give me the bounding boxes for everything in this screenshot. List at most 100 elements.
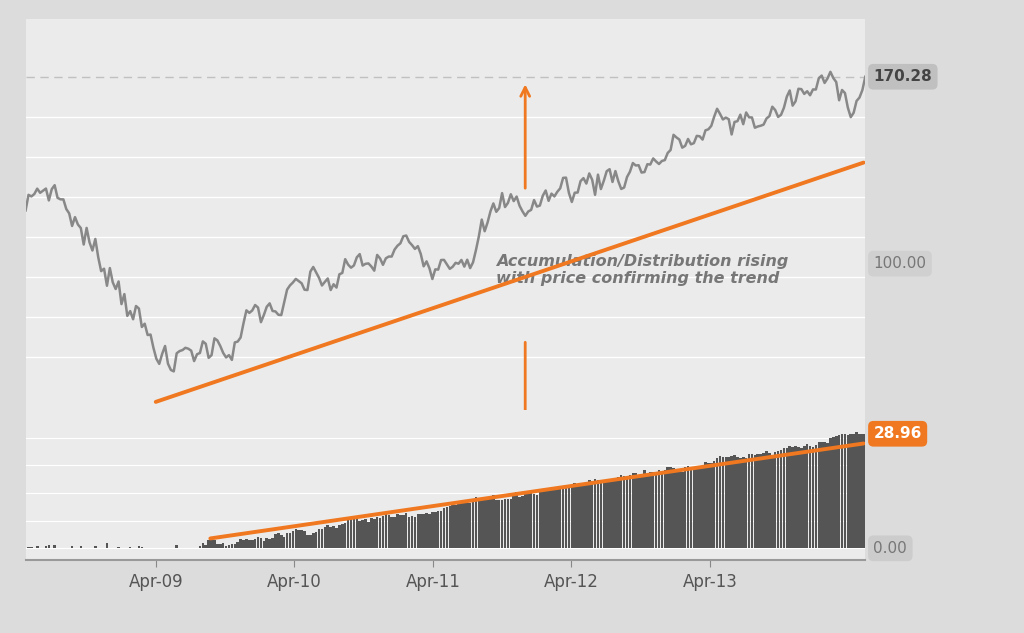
Bar	[585, 482, 588, 548]
Bar	[536, 494, 539, 548]
Bar	[779, 450, 782, 548]
Bar	[629, 475, 631, 548]
Bar	[556, 487, 558, 548]
Bar	[341, 524, 344, 548]
Bar	[611, 479, 613, 548]
Bar	[300, 530, 303, 548]
Bar	[829, 438, 831, 548]
Bar	[175, 545, 178, 548]
Bar	[692, 468, 695, 548]
Bar	[580, 483, 582, 548]
Bar	[515, 492, 518, 548]
Bar	[751, 453, 754, 548]
Bar	[420, 514, 422, 548]
Bar	[483, 499, 486, 548]
Bar	[335, 528, 338, 548]
Bar	[278, 534, 280, 548]
Bar	[795, 446, 797, 548]
Bar	[710, 463, 713, 548]
Bar	[368, 522, 370, 548]
Bar	[312, 533, 314, 548]
Bar	[327, 525, 329, 548]
Bar	[744, 458, 748, 548]
Bar	[812, 447, 814, 548]
Bar	[768, 453, 771, 548]
Bar	[477, 499, 480, 548]
Bar	[402, 515, 404, 548]
Bar	[504, 499, 506, 548]
Bar	[605, 480, 608, 548]
Bar	[757, 454, 759, 548]
Bar	[240, 539, 242, 548]
Bar	[324, 527, 326, 548]
Bar	[600, 480, 602, 548]
Bar	[660, 472, 664, 548]
Bar	[393, 517, 396, 548]
Bar	[280, 535, 283, 548]
Bar	[317, 529, 321, 548]
Text: Accumulation/Distribution rising
with price confirming the trend: Accumulation/Distribution rising with pr…	[496, 253, 788, 286]
Bar	[225, 546, 227, 548]
Bar	[698, 467, 701, 548]
Bar	[623, 475, 626, 548]
Bar	[635, 473, 637, 548]
Bar	[297, 530, 300, 548]
Bar	[230, 544, 233, 548]
Bar	[449, 506, 452, 548]
Bar	[708, 463, 710, 548]
Bar	[338, 525, 341, 548]
Bar	[670, 467, 672, 548]
Bar	[370, 518, 373, 548]
Bar	[864, 434, 866, 548]
Bar	[529, 493, 532, 548]
Bar	[850, 434, 852, 548]
Bar	[361, 520, 364, 548]
Bar	[260, 538, 262, 548]
Bar	[434, 511, 436, 548]
Bar	[588, 480, 591, 548]
Bar	[486, 498, 488, 548]
Bar	[809, 446, 811, 548]
Bar	[695, 468, 698, 548]
Bar	[577, 485, 579, 548]
Bar	[445, 507, 449, 548]
Bar	[94, 546, 96, 548]
Bar	[295, 529, 297, 548]
Bar	[292, 531, 294, 548]
Bar	[785, 448, 788, 548]
Bar	[855, 432, 858, 548]
Bar	[838, 436, 841, 548]
Bar	[373, 519, 376, 548]
Bar	[47, 545, 50, 548]
Bar	[248, 539, 251, 548]
Bar	[654, 472, 657, 548]
Bar	[736, 456, 738, 548]
Bar	[257, 537, 259, 548]
Bar	[788, 446, 791, 548]
Bar	[705, 463, 707, 548]
Bar	[675, 470, 678, 548]
Bar	[553, 489, 556, 548]
Bar	[227, 544, 230, 548]
Bar	[797, 447, 800, 548]
Bar	[512, 496, 515, 548]
Bar	[245, 539, 248, 548]
Bar	[251, 540, 254, 548]
Bar	[722, 458, 724, 548]
Bar	[352, 520, 355, 548]
Bar	[792, 448, 794, 548]
Bar	[815, 445, 817, 548]
Bar	[411, 517, 414, 548]
Bar	[649, 472, 651, 548]
Bar	[652, 472, 654, 548]
Bar	[475, 498, 477, 548]
Bar	[254, 539, 256, 548]
Bar	[570, 485, 573, 548]
Bar	[806, 444, 809, 548]
Bar	[455, 505, 457, 548]
Bar	[777, 451, 779, 548]
Bar	[344, 523, 346, 548]
Bar	[657, 470, 660, 548]
Bar	[306, 536, 308, 548]
Bar	[347, 520, 349, 548]
